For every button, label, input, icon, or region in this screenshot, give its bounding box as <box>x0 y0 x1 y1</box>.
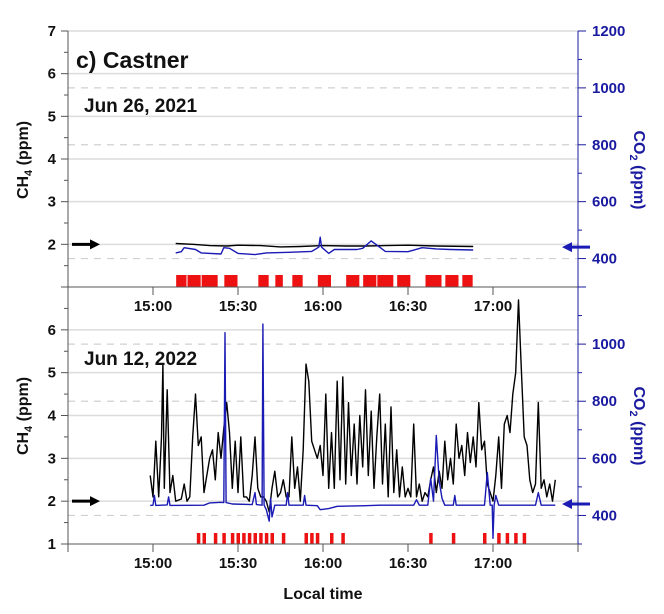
bottom-y-tick-label: 5 <box>48 365 56 382</box>
top-event-marker <box>176 275 187 287</box>
top-co2-line <box>175 236 474 256</box>
bottom-y-right-tick-label: 800 <box>592 393 617 410</box>
bottom-event-marker <box>304 533 308 544</box>
bottom-y-tick-label: 6 <box>48 322 56 339</box>
top-y-right-tick-label: 400 <box>592 251 617 268</box>
bottom-event-marker <box>341 533 345 544</box>
bottom-x-tick-label: 16:00 <box>304 555 342 572</box>
bottom-x-tick-label: 17:00 <box>474 555 512 572</box>
bottom-co2-background-arrowhead-icon <box>562 499 572 510</box>
bottom-event-marker <box>270 533 274 544</box>
bottom-event-marker <box>315 533 320 544</box>
top-event-marker <box>275 275 283 287</box>
bottom-event-marker <box>230 533 235 544</box>
top-y-right-tick-label: 600 <box>592 194 617 211</box>
gridlines <box>68 30 578 517</box>
bottom-ch4-axis-label: CH4 (ppm) <box>15 377 35 455</box>
bottom-y-tick-label: 4 <box>48 408 57 425</box>
bottom-co2-line <box>150 323 556 539</box>
top-y-right-tick-label: 800 <box>592 137 617 154</box>
top-event-marker <box>397 275 411 287</box>
top-ch4-axis-label: CH4 (ppm) <box>15 121 35 199</box>
top-y-tick-label: 7 <box>48 23 56 40</box>
bottom-y-tick-label: 2 <box>48 493 56 510</box>
bottom-event-marker <box>213 533 218 544</box>
bottom-x-tick-label: 15:00 <box>134 555 172 572</box>
bottom-y-right-tick-label: 1000 <box>592 336 625 353</box>
top-co2-background-arrowhead-icon <box>562 242 572 253</box>
x-axis-label: Local time <box>283 586 362 603</box>
bottom-y-tick-label: 1 <box>48 536 56 553</box>
top-event-marker <box>462 275 473 287</box>
top-x-tick-label: 15:00 <box>134 298 172 315</box>
bottom-event-marker <box>330 533 334 544</box>
bottom-y-right-tick-label: 600 <box>592 450 617 467</box>
bottom-event-marker <box>497 533 501 544</box>
bottom-ch4-background-arrowhead-icon <box>90 496 100 507</box>
top-y-tick-label: 2 <box>48 236 56 253</box>
top-event-marker <box>425 275 442 287</box>
top-event-marker <box>363 275 377 287</box>
top-event-marker <box>201 275 218 287</box>
top-x-tick-label: 16:00 <box>304 298 342 315</box>
bottom-event-marker <box>514 533 518 544</box>
top-y-tick-label: 3 <box>48 194 56 211</box>
panel-bottom-date: Jun 12, 2022 <box>84 349 197 370</box>
top-event-marker <box>445 275 459 287</box>
top-y-tick-label: 4 <box>48 151 57 168</box>
bottom-event-marker <box>202 533 206 544</box>
top-x-tick-label: 16:30 <box>389 298 427 315</box>
bottom-ch4-line <box>149 299 556 513</box>
top-ch4-line <box>175 242 474 248</box>
bottom-event-marker <box>259 533 263 544</box>
top-y-right-tick-label: 1000 <box>592 80 625 97</box>
top-event-marker <box>224 275 238 287</box>
bottom-event-marker <box>310 533 314 544</box>
panel-top-date: Jun 26, 2021 <box>84 96 197 117</box>
bottom-y-tick-label: 3 <box>48 450 56 467</box>
bottom-event-marker <box>253 533 257 544</box>
top-x-tick-label: 17:00 <box>474 298 512 315</box>
top-event-marker <box>377 275 394 287</box>
bottom-event-marker <box>505 533 510 544</box>
bottom-event-marker <box>236 533 240 544</box>
bottom-x-tick-label: 15:30 <box>219 555 257 572</box>
bottom-x-tick-label: 16:30 <box>389 555 427 572</box>
top-event-marker <box>292 275 303 287</box>
bottom-y-right-tick-label: 400 <box>592 507 617 524</box>
bottom-event-marker <box>247 533 252 544</box>
bottom-event-marker <box>196 533 201 544</box>
top-y-right-tick-label: 1200 <box>592 23 625 40</box>
top-event-marker <box>187 275 201 287</box>
bottom-event-marker <box>483 533 487 544</box>
top-event-marker <box>317 275 331 287</box>
top-x-tick-label: 15:30 <box>219 298 257 315</box>
top-ch4-background-arrowhead-icon <box>90 239 100 250</box>
panel-title: c) Castner <box>76 47 189 73</box>
top-y-tick-label: 6 <box>48 66 56 83</box>
bottom-event-marker <box>429 533 433 544</box>
bottom-co2-axis-label: CO2 (ppm) <box>627 387 647 466</box>
bottom-event-marker <box>264 533 269 544</box>
top-y-tick-label: 5 <box>48 108 56 125</box>
top-event-marker <box>258 275 269 287</box>
bottom-event-marker <box>451 533 456 544</box>
bottom-event-marker <box>522 533 527 544</box>
bottom-event-marker <box>222 533 226 544</box>
top-co2-axis-label: CO2 (ppm) <box>627 131 647 210</box>
bottom-event-marker <box>242 533 246 544</box>
bottom-event-marker <box>281 533 286 544</box>
top-event-marker <box>346 275 360 287</box>
chart-marks <box>72 236 590 544</box>
